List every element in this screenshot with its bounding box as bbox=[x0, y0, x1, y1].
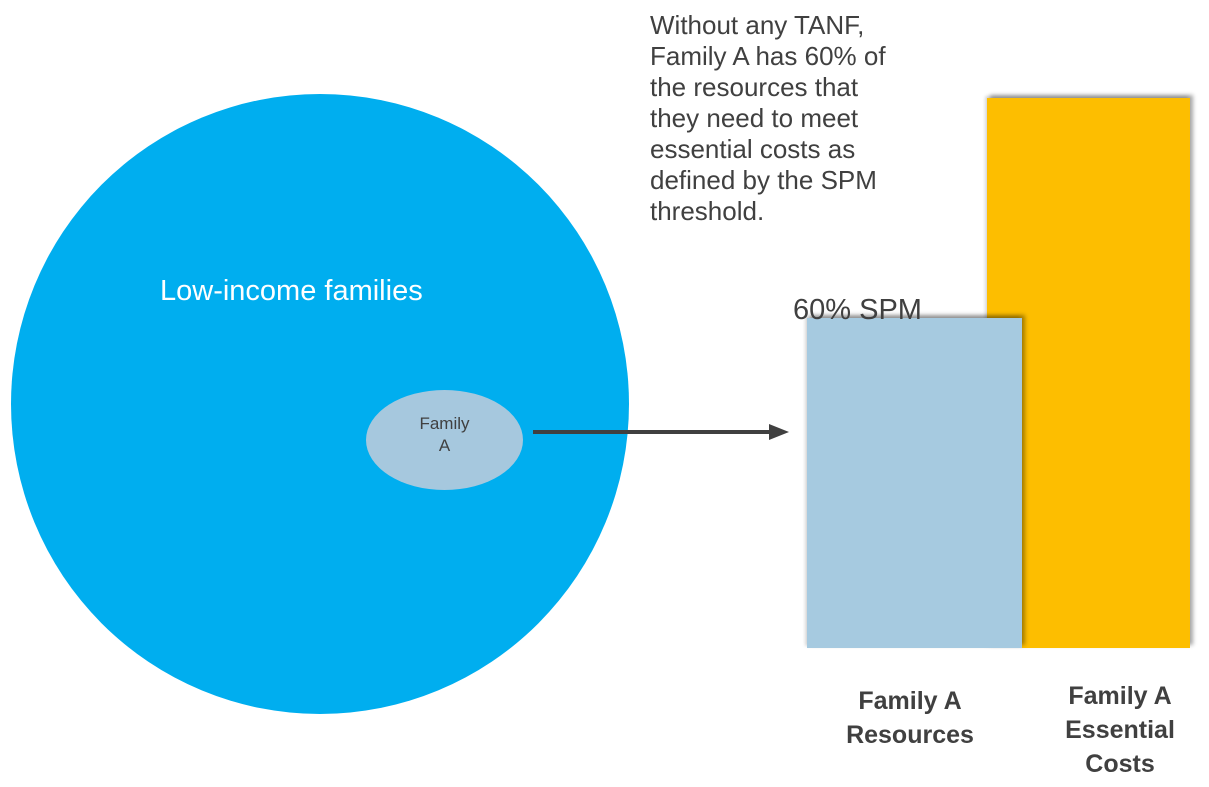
description-line: the resources that bbox=[650, 72, 859, 102]
data-label-resources: 60% SPM bbox=[793, 294, 922, 326]
arrow-right-icon bbox=[533, 424, 789, 440]
description-line: defined by the SPM bbox=[650, 165, 877, 195]
category-label-resources: Family A Resources bbox=[820, 684, 1000, 752]
family-a-ellipse bbox=[366, 390, 523, 490]
low-income-families-circle bbox=[11, 94, 629, 714]
family-a-label-line2: A bbox=[438, 436, 451, 455]
bar-resources bbox=[807, 318, 1022, 648]
category-label-line: Family A bbox=[1068, 682, 1172, 710]
category-label-line: Essential bbox=[1065, 716, 1175, 744]
category-label-line: Family A bbox=[858, 687, 962, 715]
description-line: they need to meet bbox=[650, 103, 859, 133]
description-line: essential costs as bbox=[650, 134, 856, 164]
family-a-label-line1: Family bbox=[419, 414, 470, 433]
description-line: Family A has 60% of bbox=[650, 41, 886, 71]
category-label-line: Costs bbox=[1085, 750, 1155, 778]
category-label-line: Resources bbox=[846, 721, 974, 749]
category-label-essential-costs: Family A Essential Costs bbox=[1040, 679, 1200, 781]
low-income-families-label: Low-income families bbox=[160, 275, 423, 307]
description-text: Without any TANF, Family A has 60% of th… bbox=[650, 10, 970, 227]
description-line: Without any TANF, bbox=[650, 10, 865, 40]
family-a-label: Family A bbox=[366, 413, 523, 457]
description-line: threshold. bbox=[650, 196, 765, 226]
